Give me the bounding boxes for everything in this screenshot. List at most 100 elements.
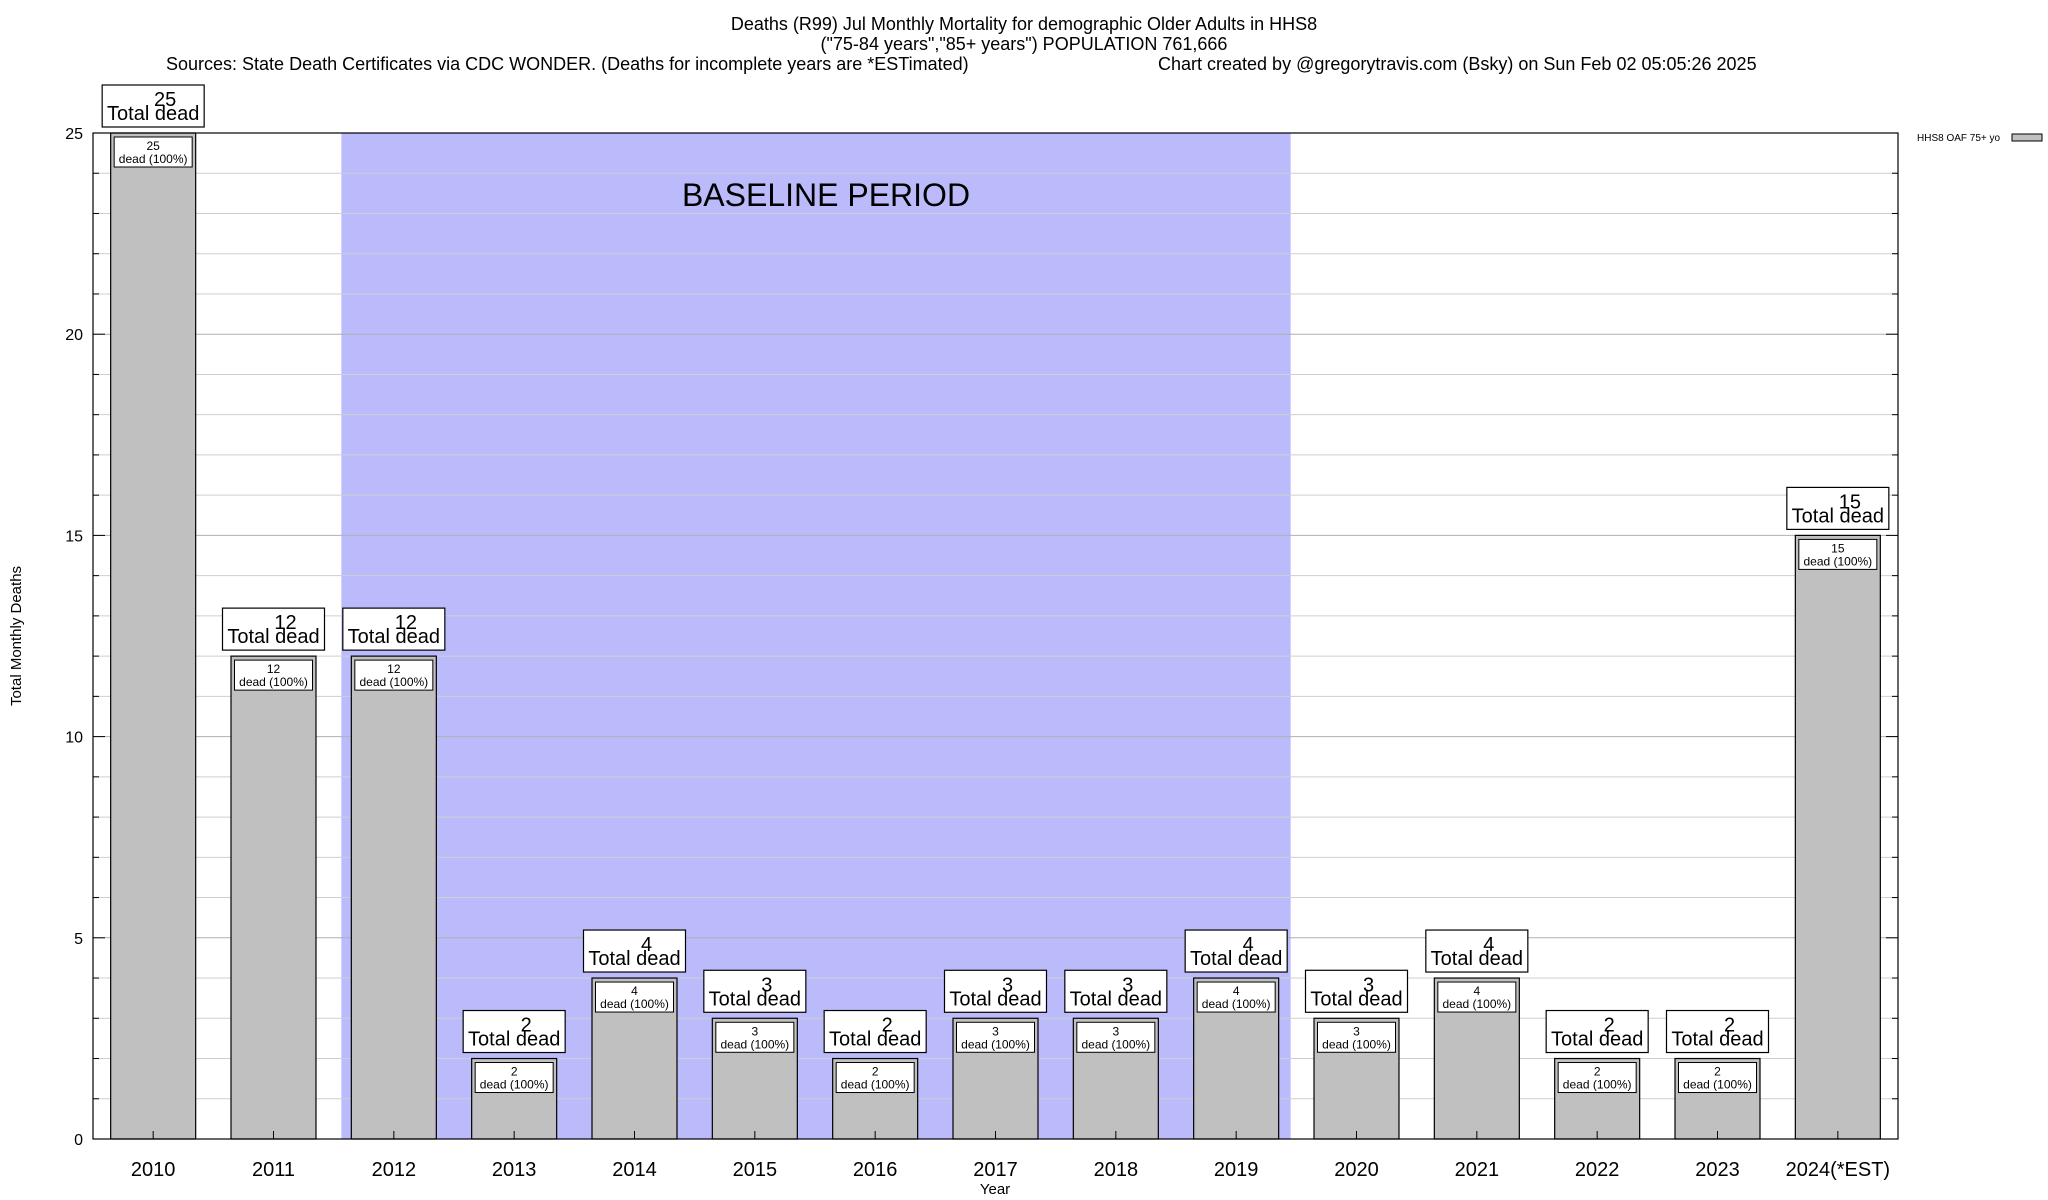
bar-inner-value-label: 4 <box>1233 984 1240 998</box>
y-axis-label: Total Monthly Deaths <box>8 566 25 706</box>
bar-inner-percent-label: dead (100%) <box>480 1078 549 1092</box>
bar-inner-label-box <box>835 1062 915 1094</box>
total-label-box <box>1786 486 1890 530</box>
x-tick-label: 2024(*EST) <box>1786 1159 1891 1181</box>
bar-inner-percent-label: dead (100%) <box>1683 1078 1752 1092</box>
x-tick-label: 2020 <box>1334 1159 1379 1181</box>
total-label-box <box>1425 929 1529 973</box>
total-label-box <box>101 84 205 128</box>
x-tick-label: 2017 <box>973 1159 1018 1181</box>
chart-title: Deaths (R99) Jul Monthly Mortality for d… <box>730 14 1318 34</box>
y-tick-label: 5 <box>74 931 83 948</box>
total-dead-label: Total dead <box>227 626 319 648</box>
bar-inner-percent-label: dead (100%) <box>119 152 188 166</box>
total-label-box <box>1545 1009 1649 1054</box>
y-tick-label: 0 <box>74 1132 83 1149</box>
total-label-box <box>1665 1009 1770 1054</box>
bar-inner-value-label: 2 <box>872 1065 879 1079</box>
bar-inner-value-label: 2 <box>511 1065 518 1079</box>
total-dead-label: Total dead <box>1551 1029 1643 1051</box>
x-tick-label: 2021 <box>1455 1159 1500 1181</box>
x-axis-label: Year <box>980 1181 1010 1198</box>
bar-inner-value-label: 2 <box>1594 1065 1601 1079</box>
y-tick-label: 15 <box>65 528 83 545</box>
total-value-label: 3 <box>1002 974 1013 996</box>
bar-inner-percent-label: dead (100%) <box>359 675 428 689</box>
bar-inner-value-label: 4 <box>1473 984 1480 998</box>
bar-inner-label-box <box>234 659 313 691</box>
bar-inner-value-label: 2 <box>1714 1065 1721 1079</box>
bar-inner-percent-label: dead (100%) <box>1322 1037 1391 1051</box>
x-tick-label: 2016 <box>853 1159 898 1181</box>
bar-inner-percent-label: dead (100%) <box>1442 997 1511 1011</box>
bar-inner-label-box <box>1678 1062 1757 1094</box>
total-dead-label: Total dead <box>1671 1029 1763 1051</box>
bar-inner-label-box <box>1076 1021 1156 1053</box>
total-value-label: 4 <box>1243 934 1254 956</box>
bar-inner-value-label: 15 <box>1831 541 1845 555</box>
bar-inner-label-box <box>956 1021 1035 1053</box>
total-dead-label: Total dead <box>468 1029 560 1051</box>
total-label-box <box>342 607 446 651</box>
bar-inner-percent-label: dead (100%) <box>1563 1078 1632 1092</box>
total-value-label: 15 <box>1839 491 1861 513</box>
bar-inner-label-box <box>595 981 674 1013</box>
bar-inner-label-box <box>354 659 434 691</box>
legend-swatch <box>2011 133 2043 142</box>
bar-inner-value-label: 3 <box>992 1024 999 1038</box>
total-value-label: 3 <box>761 974 772 996</box>
total-dead-label: Total dead <box>1190 948 1282 970</box>
baseline-period-label: BASELINE PERIOD <box>682 177 970 213</box>
bar-inner-value-label: 12 <box>267 662 281 676</box>
x-tick-label: 2011 <box>252 1159 295 1181</box>
y-tick-label: 20 <box>65 327 83 344</box>
total-dead-label: Total dead <box>949 988 1041 1010</box>
bar-inner-value-label: 25 <box>146 139 160 153</box>
total-label-box <box>1064 969 1168 1013</box>
bar-inner-value-label: 4 <box>631 984 638 998</box>
x-tick-label: 2015 <box>733 1159 778 1181</box>
bar-inner-label-box <box>113 136 193 168</box>
bar-inner-percent-label: dead (100%) <box>841 1078 910 1092</box>
total-dead-label: Total dead <box>1310 988 1402 1010</box>
total-label-box <box>703 969 807 1013</box>
plot-area-border <box>92 132 1899 1140</box>
bar-inner-label-box <box>1557 1062 1637 1094</box>
bar-inner-label-box <box>715 1021 795 1053</box>
bar-inner-value-label: 3 <box>1353 1024 1360 1038</box>
chart-credit-note: Chart created by @gregorytravis.com (Bsk… <box>1158 54 1757 74</box>
total-label-box <box>462 1009 566 1054</box>
chart-sources-note: Sources: State Death Certificates via CD… <box>166 54 969 74</box>
x-tick-label: 2018 <box>1094 1159 1139 1181</box>
total-dead-label: Total dead <box>588 948 680 970</box>
bar-inner-percent-label: dead (100%) <box>961 1037 1030 1051</box>
chart-subtitle: ("75-84 years","85+ years") POPULATION 7… <box>820 34 1228 54</box>
x-tick-label: 2014 <box>612 1159 657 1181</box>
total-value-label: 25 <box>154 89 176 111</box>
bar-2012 <box>350 655 437 1140</box>
bar-inner-value-label: 12 <box>387 662 401 676</box>
total-dead-label: Total dead <box>1431 948 1523 970</box>
total-value-label: 12 <box>274 612 296 634</box>
total-dead-label: Total dead <box>1070 988 1162 1010</box>
total-label-box <box>582 929 687 973</box>
x-tick-label: 2013 <box>492 1159 537 1181</box>
total-value-label: 12 <box>395 612 417 634</box>
bar-inner-label-box <box>1317 1021 1396 1053</box>
x-tick-label: 2010 <box>131 1159 176 1181</box>
total-value-label: 2 <box>882 1015 893 1037</box>
total-value-label: 3 <box>1122 974 1133 996</box>
bar-inner-label-box <box>1798 538 1878 570</box>
bar-2011 <box>230 655 317 1140</box>
total-dead-label: Total dead <box>709 988 801 1010</box>
bar-inner-label-box <box>1437 981 1517 1013</box>
bar-inner-percent-label: dead (100%) <box>239 675 308 689</box>
total-label-box <box>943 969 1048 1013</box>
x-tick-label: 2019 <box>1214 1159 1259 1181</box>
bar-inner-percent-label: dead (100%) <box>720 1037 789 1051</box>
total-value-label: 4 <box>1483 934 1494 956</box>
bar-inner-value-label: 3 <box>751 1024 758 1038</box>
bar-2010 <box>110 132 197 1140</box>
bar-2024(*EST) <box>1794 534 1881 1140</box>
